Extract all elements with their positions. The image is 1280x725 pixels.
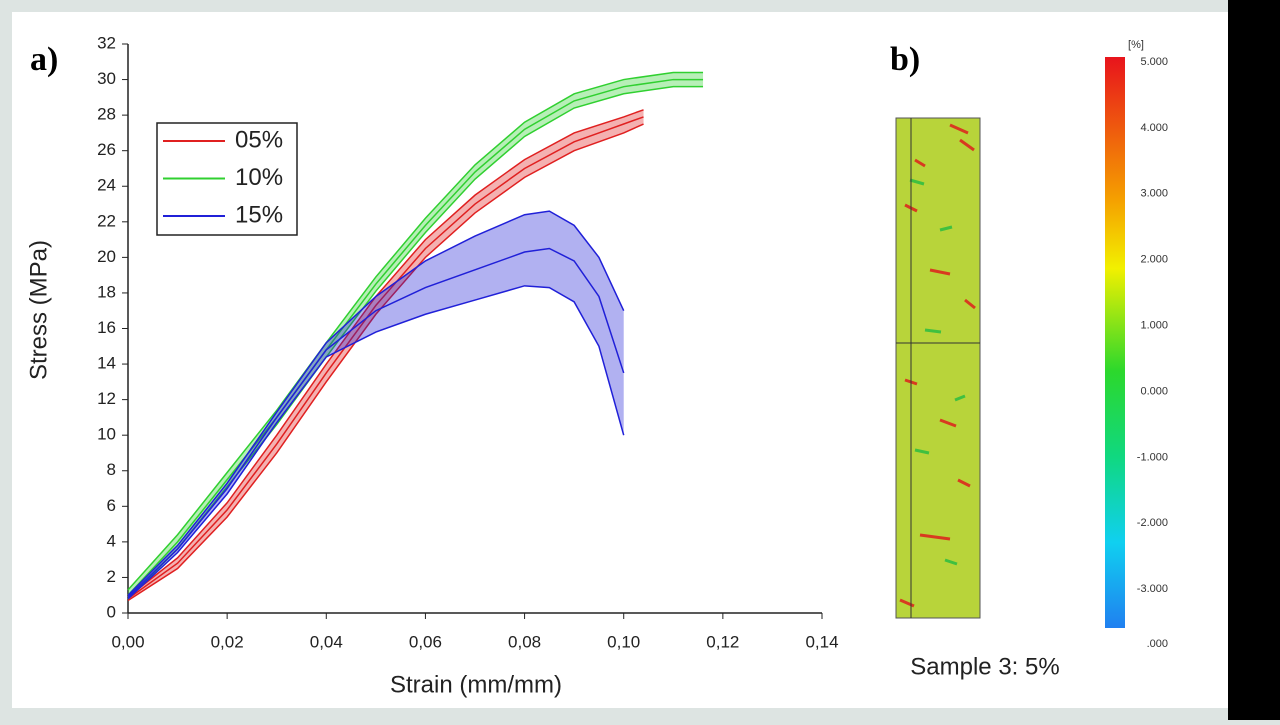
colorbar-label: 4.000	[1140, 122, 1168, 134]
y-tick-label: 18	[97, 282, 116, 301]
colorbar-unit: [%]	[1128, 39, 1144, 51]
band-upper	[127, 71, 704, 591]
y-tick-label: 22	[97, 211, 116, 230]
y-tick-label: 28	[97, 105, 116, 124]
colorbar-label: 5.000	[1140, 56, 1168, 68]
y-axis-label: Stress (MPa)	[25, 240, 52, 380]
panel-label: b)	[890, 41, 920, 78]
band-lower	[127, 285, 625, 600]
band-upper	[127, 109, 644, 598]
y-tick-label: 2	[107, 567, 116, 586]
legend-label: 15%	[235, 201, 283, 228]
x-tick-label: 0,00	[111, 632, 144, 651]
y-tick-label: 20	[97, 247, 116, 266]
band-lower	[127, 85, 704, 600]
y-tick-label: 6	[107, 496, 116, 515]
y-tick-label: 26	[97, 140, 116, 159]
colorbar-labels: 5.000 4.000 3.000 2.000 1.000 0.000 -1.000 -2.0…	[1137, 56, 1168, 650]
y-tick-label: 30	[97, 69, 116, 88]
caption: Sample 3: 5%	[910, 653, 1059, 680]
y-tick-label: 4	[107, 531, 116, 550]
band-lower	[127, 123, 644, 602]
line	[127, 247, 625, 598]
colorbar-label: -3.000	[1137, 583, 1168, 595]
y-tick-label: 14	[97, 354, 116, 373]
colorbar-label: 0.000	[1140, 385, 1168, 397]
x-tick-label: 0,06	[409, 632, 442, 651]
colorbar	[1105, 57, 1125, 628]
colorbar-label: -2.000	[1137, 517, 1168, 529]
y-tick-label: 8	[107, 460, 116, 479]
line	[127, 116, 644, 600]
legend: 05% 10% 15%	[156, 122, 298, 236]
x-tick-label: 0,10	[607, 632, 640, 651]
plot: 0,00 0,02 0,04 0,06 0,08 0,10 0,12 0,1402468101…	[97, 33, 838, 651]
band	[128, 211, 624, 599]
x-tick-label: 0,12	[706, 632, 739, 651]
panel-label: a)	[30, 41, 58, 78]
band-upper	[127, 210, 625, 596]
colorbar-label: 3.000	[1140, 188, 1168, 200]
y-tick-label: 16	[97, 318, 116, 337]
colorbar-label: 2.000	[1140, 254, 1168, 266]
y-tick-label: 10	[97, 425, 116, 444]
y-tick-label: 12	[97, 389, 116, 408]
x-tick-label: 0,02	[211, 632, 244, 651]
x-axis-label: Strain (mm/mm)	[390, 671, 562, 698]
y-tick-label: 24	[97, 176, 116, 195]
side-bar	[1228, 0, 1280, 720]
line	[127, 78, 704, 596]
strain-map	[895, 117, 981, 619]
x-tick-label: 0,08	[508, 632, 541, 651]
colorbar-label: -1.000	[1137, 451, 1168, 463]
x-tick-label: 0,04	[310, 632, 343, 651]
legend-label: 05%	[235, 126, 283, 153]
colorbar-label: .000	[1147, 638, 1168, 650]
y-tick-label: 0	[107, 602, 116, 621]
colorbar-label: 1.000	[1140, 320, 1168, 332]
y-tick-label: 32	[97, 33, 116, 52]
x-tick-label: 0,14	[805, 632, 838, 651]
legend-label: 10%	[235, 164, 283, 191]
